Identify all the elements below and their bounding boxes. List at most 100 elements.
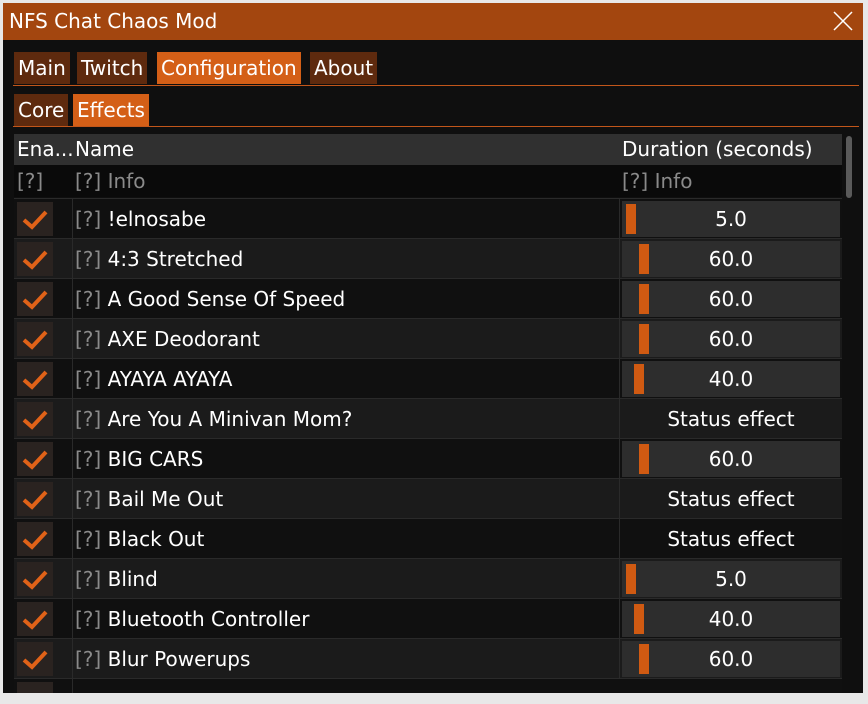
duration-value: 40.0: [708, 607, 754, 631]
name-cell: [?] Are You A Minivan Mom?: [75, 399, 619, 439]
name-cell: [?] BIG CARS: [75, 439, 619, 479]
name-cell: [?] Bail Me Out: [75, 479, 619, 519]
effect-row: [?] 4:3 Stretched 60.0: [14, 238, 842, 279]
help-marker[interactable]: [?]: [75, 287, 102, 311]
window-title: NFS Chat Chaos Mod: [9, 9, 218, 33]
enable-cell: [14, 279, 73, 319]
duration-slider[interactable]: [622, 201, 840, 237]
duration-slider[interactable]: [622, 441, 840, 477]
effect-name: AYAYA AYAYA: [107, 367, 233, 391]
duration-slider[interactable]: [622, 561, 840, 597]
slider-handle: [638, 644, 649, 674]
checkmark: [22, 570, 48, 590]
slider-handle: [638, 284, 649, 314]
duration-slider[interactable]: [622, 641, 840, 677]
effect-name: Black Out: [107, 527, 205, 551]
duration-cell: 5.0: [619, 199, 842, 239]
help-marker[interactable]: [?]: [75, 607, 102, 631]
enable-cell: [14, 319, 73, 359]
name-cell: [?] AXE Deodorant: [75, 319, 619, 359]
checkbox[interactable]: [17, 442, 53, 476]
help-marker[interactable]: [?]: [75, 367, 102, 391]
close-button[interactable]: [833, 11, 853, 31]
help-marker[interactable]: [?]: [75, 567, 102, 591]
slider-handle: [626, 564, 637, 594]
checkmark: [22, 210, 48, 230]
tab[interactable]: Twitch: [77, 52, 148, 84]
checkmark: [22, 330, 48, 350]
duration-value: 60.0: [708, 647, 754, 671]
checkbox[interactable]: [17, 362, 53, 396]
name-cell: [?] AYAYA AYAYA: [75, 359, 619, 399]
effect-name: !elnosabe: [107, 207, 207, 231]
slider-handle: [634, 604, 645, 634]
checkbox[interactable]: [17, 682, 53, 693]
slider-handle: [638, 244, 649, 274]
duration-slider[interactable]: [622, 241, 840, 277]
help-marker[interactable]: [?]: [75, 447, 102, 471]
checkbox[interactable]: [17, 282, 53, 316]
checkbox[interactable]: [17, 522, 53, 556]
header-row: Ena... Name Duration (seconds): [14, 134, 842, 165]
column-header: Name: [75, 137, 135, 161]
duration-cell: Status effect: [619, 399, 842, 439]
help-marker[interactable]: [?]: [75, 327, 102, 351]
effect-row: [?] Bluetooth Controller 40.0: [14, 598, 842, 639]
checkmark: [22, 370, 48, 390]
tab[interactable]: About: [310, 52, 378, 84]
checkbox[interactable]: [17, 642, 53, 676]
name-cell: [?] A Good Sense Of Speed: [75, 279, 619, 319]
subtab[interactable]: Effects: [73, 94, 149, 126]
checkbox[interactable]: [17, 482, 53, 516]
name-cell: [?] Blur Powerups: [75, 639, 619, 679]
checkbox[interactable]: [17, 322, 53, 356]
checkbox[interactable]: [17, 402, 53, 436]
info-cell: [?]: [17, 169, 44, 193]
checkmark: [22, 650, 48, 670]
enable-cell: [14, 479, 73, 519]
help-marker[interactable]: [?]: [75, 487, 102, 511]
effect-row: [?] AXE Deodorant 60.0: [14, 318, 842, 359]
help-marker[interactable]: [?]: [75, 407, 102, 431]
duration-value: 40.0: [708, 367, 754, 391]
enable-cell: [14, 439, 73, 479]
duration-cell: 60.0: [619, 439, 842, 479]
effect-row: [?] Blind 5.0: [14, 558, 842, 599]
duration-cell: 40.0: [619, 359, 842, 399]
name-cell: [?] Black Out: [75, 519, 619, 559]
duration-value: Status effect: [667, 487, 795, 511]
duration-cell: 60.0: [619, 319, 842, 359]
checkbox[interactable]: [17, 602, 53, 636]
duration-cell: 5.0: [619, 559, 842, 599]
subtab[interactable]: Core: [14, 94, 69, 126]
duration-slider[interactable]: [622, 601, 840, 637]
checkbox[interactable]: [17, 562, 53, 596]
duration-slider[interactable]: [622, 281, 840, 317]
enable-cell: [14, 359, 73, 399]
effect-row: [?] Black Out Status effect: [14, 518, 842, 559]
duration-slider[interactable]: [622, 321, 840, 357]
effect-row: [?] BIG CARS 60.0: [14, 438, 842, 479]
enable-cell: [14, 599, 73, 639]
help-marker[interactable]: [?]: [75, 247, 102, 271]
checkmark: [22, 450, 48, 470]
duration-value: 5.0: [715, 567, 747, 591]
help-marker[interactable]: [?]: [75, 527, 102, 551]
duration-value: Status effect: [667, 527, 795, 551]
checkbox[interactable]: [17, 202, 53, 236]
title-bar: NFS Chat Chaos Mod: [3, 3, 863, 40]
checkbox[interactable]: [17, 242, 53, 276]
enable-cell: [14, 679, 73, 693]
tab[interactable]: Configuration: [157, 52, 301, 84]
scrollbar[interactable]: [846, 136, 852, 198]
effect-row: [?] !elnosabe 5.0: [14, 198, 842, 239]
help-marker[interactable]: [?]: [75, 647, 102, 671]
effect-row: [?] A Good Sense Of Speed 60.0: [14, 278, 842, 319]
tab[interactable]: Main: [14, 52, 70, 84]
effect-name: Blind: [107, 567, 158, 591]
info-cell: [?] Info: [75, 169, 146, 193]
info-row: [?] [?] Info [?] Info: [14, 165, 842, 197]
name-cell: [?] !elnosabe: [75, 199, 619, 239]
help-marker[interactable]: [?]: [75, 207, 102, 231]
duration-slider[interactable]: [622, 361, 840, 397]
